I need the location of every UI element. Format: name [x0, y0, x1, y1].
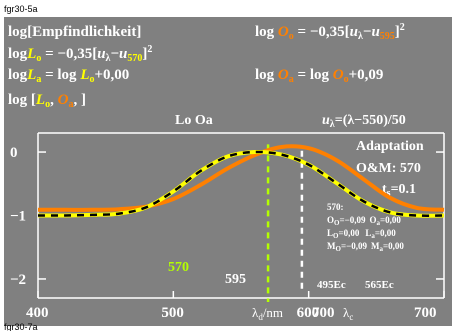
series-log-oa-line [38, 144, 445, 212]
ec565-label: 565Ec [365, 279, 394, 291]
top-figure-id: fgr30-5a [4, 4, 38, 14]
formula-log-lo: logLo = −0,35[uλ−u570]2 [8, 44, 152, 64]
info-row-o: OO=−0,09 Oa=0,00 [327, 215, 401, 227]
y-tick-label: −1 [10, 209, 26, 225]
info-title: 570: [327, 202, 344, 212]
ec495-label: 495Ec [317, 279, 346, 291]
x-tick-label: 400 [26, 305, 49, 321]
info-row-l: LO=0,00 La=0,00 [327, 228, 396, 240]
formula-log-pair: log [Lo, Oa, ] [8, 92, 86, 110]
series-log-lo-dashed-line [37, 150, 445, 217]
formula-log-la: logLa = log Lo+0,00 [8, 67, 129, 85]
marker-570-label: 570 [168, 260, 189, 275]
ts-label: ts=0.1 [382, 182, 416, 199]
x-axis-lambda-d: λd/nm [252, 305, 283, 322]
marker-595-label: 595 [225, 272, 246, 287]
x-tick-label: 500 [161, 305, 184, 321]
y-tick-label: −2 [10, 272, 26, 288]
curves-layer [37, 144, 445, 302]
om-label: O&M: 570 [356, 161, 421, 176]
y-tick-label: 0 [10, 145, 18, 161]
info-row-m: MO=−0,09 Ma=0,00 [327, 241, 404, 253]
peak-label: Lo Oa [175, 113, 213, 128]
u-formula: uλ=(λ−550)/50 [322, 113, 406, 130]
formula-empfindlichkeit: log[Empfindlichkeit] [8, 24, 141, 40]
x-axis-700: 700 [312, 305, 335, 321]
plot-panel [4, 17, 452, 326]
x-axis-lambda-c: λc [343, 305, 353, 322]
bottom-figure-id: fgr30-7a [4, 322, 38, 331]
x-tick-label: 600 [297, 305, 320, 321]
info-block: 570: OO=−0,09 Oa=0,00 LO=0,00 La=0,00 MO=−… [327, 202, 404, 253]
x-tick-label: 700 [414, 305, 437, 321]
formula-log-oo: log Oo = −0,35[uλ−u595]2 [255, 22, 405, 42]
formula-log-oa: log Oa = log Oo+0,09 [255, 67, 383, 85]
adaptation-label: Adaptation [356, 139, 424, 154]
